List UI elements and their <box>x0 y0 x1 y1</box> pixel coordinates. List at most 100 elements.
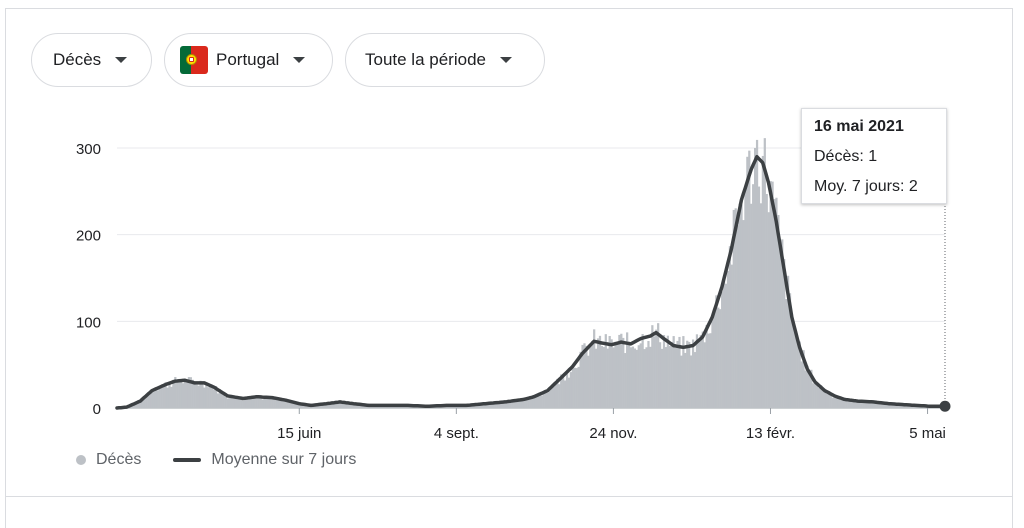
daily-bar <box>702 332 704 408</box>
daily-bar <box>337 403 339 408</box>
daily-bar <box>182 383 184 408</box>
daily-bar <box>207 387 209 408</box>
daily-bar <box>752 184 754 408</box>
daily-bar <box>170 387 172 408</box>
daily-bar <box>250 399 252 408</box>
daily-bar <box>273 399 275 408</box>
daily-bar <box>866 403 868 408</box>
daily-bar <box>213 389 215 408</box>
daily-bar <box>159 388 161 408</box>
legend-line-swatch <box>173 458 201 462</box>
daily-bar <box>816 383 818 408</box>
daily-bar <box>835 397 837 408</box>
daily-bar <box>616 342 618 408</box>
daily-bar <box>795 333 797 408</box>
legend-bars-label: Décès <box>96 451 141 469</box>
daily-bar <box>232 398 234 408</box>
daily-bar <box>578 367 580 408</box>
daily-bar <box>696 334 698 408</box>
daily-bar <box>717 308 719 408</box>
daily-bar <box>186 383 188 408</box>
daily-bar <box>558 384 560 408</box>
daily-bar <box>161 387 163 408</box>
daily-bar <box>688 342 690 408</box>
daily-bar <box>706 325 708 408</box>
daily-bar <box>632 347 634 408</box>
daily-bar <box>603 347 605 408</box>
daily-bar <box>738 204 740 408</box>
daily-bar <box>545 392 547 408</box>
daily-bar <box>157 390 159 408</box>
tooltip-date: 16 mai 2021 <box>814 118 934 136</box>
daily-bar <box>618 335 620 408</box>
chart-legend: Décès Moyenne sur 7 jours <box>76 451 356 469</box>
daily-bar <box>737 225 739 408</box>
daily-bar <box>568 378 570 408</box>
daily-bar <box>572 365 574 408</box>
daily-bar <box>694 352 696 408</box>
daily-bar <box>263 399 265 408</box>
daily-bar <box>634 349 636 408</box>
daily-bar <box>785 299 787 408</box>
y-tick-label: 200 <box>76 228 101 245</box>
daily-bar <box>647 341 649 408</box>
daily-bar <box>149 393 151 408</box>
daily-bar <box>609 336 611 408</box>
daily-bar <box>261 399 263 408</box>
daily-bar <box>612 347 614 408</box>
daily-bar <box>517 401 519 408</box>
daily-bar <box>550 388 552 408</box>
daily-bar <box>246 399 248 408</box>
daily-bar <box>643 349 645 408</box>
daily-bar <box>740 205 742 408</box>
y-tick-label: 300 <box>76 141 101 158</box>
daily-bar <box>684 353 686 408</box>
daily-bar <box>746 157 748 408</box>
daily-bar <box>535 397 537 408</box>
daily-bar <box>607 349 609 408</box>
daily-bar <box>748 151 750 408</box>
y-tick-label: 0 <box>93 401 101 418</box>
daily-bar <box>667 336 669 408</box>
daily-bar <box>750 204 752 408</box>
daily-bar <box>614 342 616 408</box>
daily-bar <box>698 341 700 408</box>
x-tick-label: 13 févr. <box>746 425 795 442</box>
daily-bar <box>812 383 814 408</box>
daily-bar <box>579 352 581 408</box>
daily-bar <box>172 380 174 408</box>
daily-bar <box>754 148 756 408</box>
daily-bar <box>653 336 655 408</box>
daily-bar <box>541 396 543 408</box>
daily-bar <box>669 346 671 408</box>
daily-bar <box>690 355 692 408</box>
daily-bar <box>692 339 694 408</box>
daily-bar <box>663 335 665 408</box>
daily-bar <box>779 242 781 408</box>
daily-bar <box>766 194 768 408</box>
daily-bar <box>599 336 601 408</box>
daily-bar <box>194 383 196 408</box>
daily-bar <box>770 181 772 408</box>
x-tick-label: 5 mai <box>909 425 946 442</box>
daily-bar <box>597 338 599 408</box>
daily-bar <box>659 342 661 408</box>
daily-bar <box>576 368 578 408</box>
daily-bar <box>331 404 333 408</box>
daily-bar <box>804 370 806 408</box>
daily-bar <box>773 199 775 408</box>
daily-bar <box>859 402 861 408</box>
daily-bar <box>630 347 632 408</box>
daily-bar <box>205 383 207 408</box>
daily-bar <box>857 402 859 408</box>
legend-bars-swatch <box>76 455 86 465</box>
daily-bar <box>601 346 603 408</box>
daily-bar <box>671 342 673 408</box>
x-tick-label: 24 nov. <box>589 425 637 442</box>
daily-bar <box>826 394 828 408</box>
daily-bar <box>166 388 168 408</box>
daily-bar <box>201 384 203 408</box>
daily-bar <box>686 341 688 408</box>
daily-bar <box>211 386 213 408</box>
